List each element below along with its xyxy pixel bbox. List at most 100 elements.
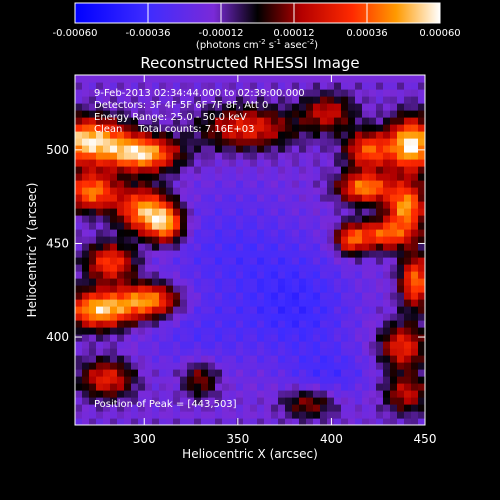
- heatmap-cell: [103, 341, 111, 349]
- heatmap-cell: [271, 110, 279, 118]
- heatmap-cell: [348, 159, 356, 167]
- heatmap-cell: [341, 166, 349, 174]
- heatmap-cell: [138, 138, 146, 146]
- heatmap-cell: [397, 215, 405, 223]
- heatmap-cell: [145, 278, 153, 286]
- heatmap-cell: [376, 82, 384, 90]
- heatmap-cell: [299, 306, 307, 314]
- heatmap-cell: [117, 271, 125, 279]
- heatmap-cell: [152, 271, 160, 279]
- heatmap-cell: [110, 320, 118, 328]
- heatmap-cell: [229, 348, 237, 356]
- heatmap-cells: [75, 75, 425, 425]
- heatmap-cell: [103, 236, 111, 244]
- heatmap-cell: [194, 355, 202, 363]
- heatmap-cell: [124, 194, 132, 202]
- heatmap-cell: [418, 369, 425, 377]
- heatmap-cell: [341, 313, 349, 321]
- heatmap-cell: [243, 327, 251, 335]
- heatmap-cell: [285, 187, 293, 195]
- heatmap-cell: [138, 236, 146, 244]
- heatmap-cell: [89, 285, 97, 293]
- heatmap-cell: [376, 229, 384, 237]
- heatmap-cell: [138, 201, 146, 209]
- heatmap-cell: [131, 201, 139, 209]
- heatmap-cell: [341, 215, 349, 223]
- heatmap-cell: [194, 404, 202, 412]
- heatmap-cell: [103, 418, 111, 425]
- heatmap-cell: [89, 194, 97, 202]
- heatmap-cell: [376, 96, 384, 104]
- heatmap-cell: [327, 152, 335, 160]
- heatmap-cell: [257, 390, 265, 398]
- heatmap-cell: [257, 341, 265, 349]
- heatmap-cell: [313, 278, 321, 286]
- heatmap-cell: [292, 243, 300, 251]
- heatmap-cell: [271, 138, 279, 146]
- heatmap-cell: [117, 264, 125, 272]
- heatmap-cell: [194, 173, 202, 181]
- heatmap-cell: [390, 159, 398, 167]
- heatmap-cell: [299, 411, 307, 419]
- heatmap-cell: [250, 180, 258, 188]
- heatmap-cell: [362, 180, 370, 188]
- heatmap-cell: [362, 117, 370, 125]
- heatmap-cell: [96, 313, 104, 321]
- heatmap-cell: [201, 376, 209, 384]
- heatmap-cell: [257, 292, 265, 300]
- heatmap-cell: [187, 124, 195, 132]
- heatmap-cell: [285, 271, 293, 279]
- heatmap-cell: [271, 243, 279, 251]
- heatmap-cell: [194, 194, 202, 202]
- heatmap-cell: [215, 82, 223, 90]
- heatmap-cell: [208, 131, 216, 139]
- heatmap-cell: [299, 243, 307, 251]
- heatmap-cell: [131, 117, 139, 125]
- heatmap-cell: [145, 348, 153, 356]
- heatmap-cell: [383, 124, 391, 132]
- heatmap-cell: [369, 89, 377, 97]
- heatmap-cell: [110, 278, 118, 286]
- heatmap-cell: [222, 131, 230, 139]
- heatmap-cell: [110, 173, 118, 181]
- heatmap-cell: [201, 418, 209, 425]
- heatmap-cell: [194, 257, 202, 265]
- heatmap-cell: [278, 257, 286, 265]
- heatmap-cell: [292, 376, 300, 384]
- heatmap-cell: [299, 341, 307, 349]
- heatmap-cell: [208, 96, 216, 104]
- heatmap-cell: [243, 215, 251, 223]
- heatmap-cell: [215, 348, 223, 356]
- heatmap-cell: [96, 194, 104, 202]
- heatmap-cell: [222, 320, 230, 328]
- heatmap-cell: [362, 89, 370, 97]
- heatmap-cell: [124, 159, 132, 167]
- heatmap-cell: [75, 131, 83, 139]
- heatmap-cell: [418, 229, 425, 237]
- heatmap-cell: [215, 201, 223, 209]
- heatmap-cell: [75, 320, 83, 328]
- x-tick-label: 350: [226, 432, 249, 446]
- heatmap-cell: [320, 285, 328, 293]
- heatmap-cell: [383, 173, 391, 181]
- heatmap-cell: [229, 271, 237, 279]
- heatmap-cell: [124, 166, 132, 174]
- heatmap-cell: [208, 124, 216, 132]
- heatmap-cell: [208, 82, 216, 90]
- heatmap-cell: [257, 89, 265, 97]
- heatmap-cell: [201, 306, 209, 314]
- heatmap-cell: [292, 201, 300, 209]
- heatmap-cell: [159, 110, 167, 118]
- heatmap-cell: [103, 348, 111, 356]
- heatmap-cell: [229, 250, 237, 258]
- heatmap-cell: [341, 145, 349, 153]
- heatmap-cell: [341, 236, 349, 244]
- heatmap-cell: [166, 166, 174, 174]
- heatmap-cell: [355, 131, 363, 139]
- heatmap-cell: [341, 257, 349, 265]
- heatmap-cell: [362, 103, 370, 111]
- heatmap-cell: [187, 299, 195, 307]
- heatmap-cell: [285, 355, 293, 363]
- heatmap-cell: [390, 348, 398, 356]
- heatmap-cell: [299, 313, 307, 321]
